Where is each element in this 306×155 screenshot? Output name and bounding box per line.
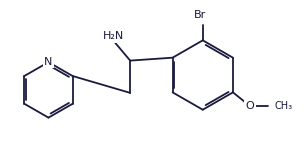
Text: H₂N: H₂N (103, 31, 124, 41)
Text: CH₃: CH₃ (274, 101, 292, 111)
Text: N: N (44, 57, 53, 67)
Text: Br: Br (194, 10, 206, 20)
Text: O: O (245, 101, 254, 111)
